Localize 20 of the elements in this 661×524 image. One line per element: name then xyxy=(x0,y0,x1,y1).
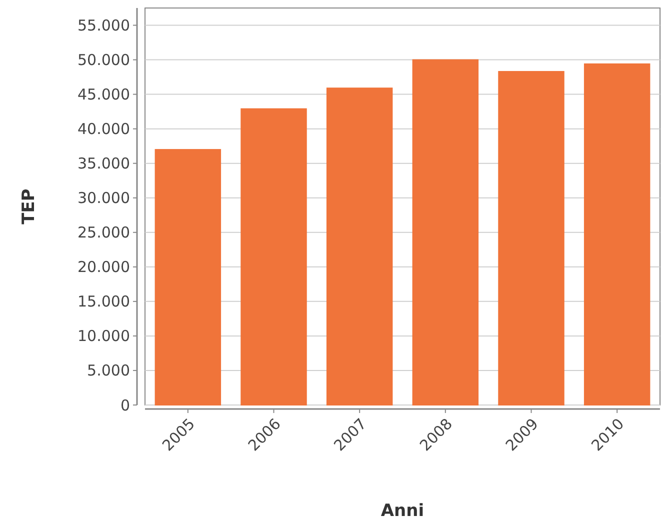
bar xyxy=(584,63,650,406)
y-tick-label: 35.000 xyxy=(78,154,130,173)
y-tick-label: 25.000 xyxy=(78,224,130,242)
x-axis-title: Anni xyxy=(380,501,424,521)
y-tick-label: 15.000 xyxy=(78,292,130,311)
y-tick-label: 55.000 xyxy=(78,16,130,35)
bar xyxy=(240,108,307,406)
y-tick-label: 20.000 xyxy=(78,258,130,276)
y-tick-label: 40.000 xyxy=(78,120,130,138)
y-tick-label: 10.000 xyxy=(78,327,130,346)
bar xyxy=(326,88,393,406)
y-tick-label: 50.000 xyxy=(78,51,130,70)
y-tick-label: 45.000 xyxy=(78,86,130,104)
bar xyxy=(498,71,564,406)
bar xyxy=(154,149,222,406)
y-tick-label: 30.000 xyxy=(78,189,130,208)
y-tick-label: 5.000 xyxy=(87,362,130,380)
y-axis-title: TEP xyxy=(19,188,39,224)
bar xyxy=(412,59,479,406)
y-tick-label: 0 xyxy=(120,396,130,414)
